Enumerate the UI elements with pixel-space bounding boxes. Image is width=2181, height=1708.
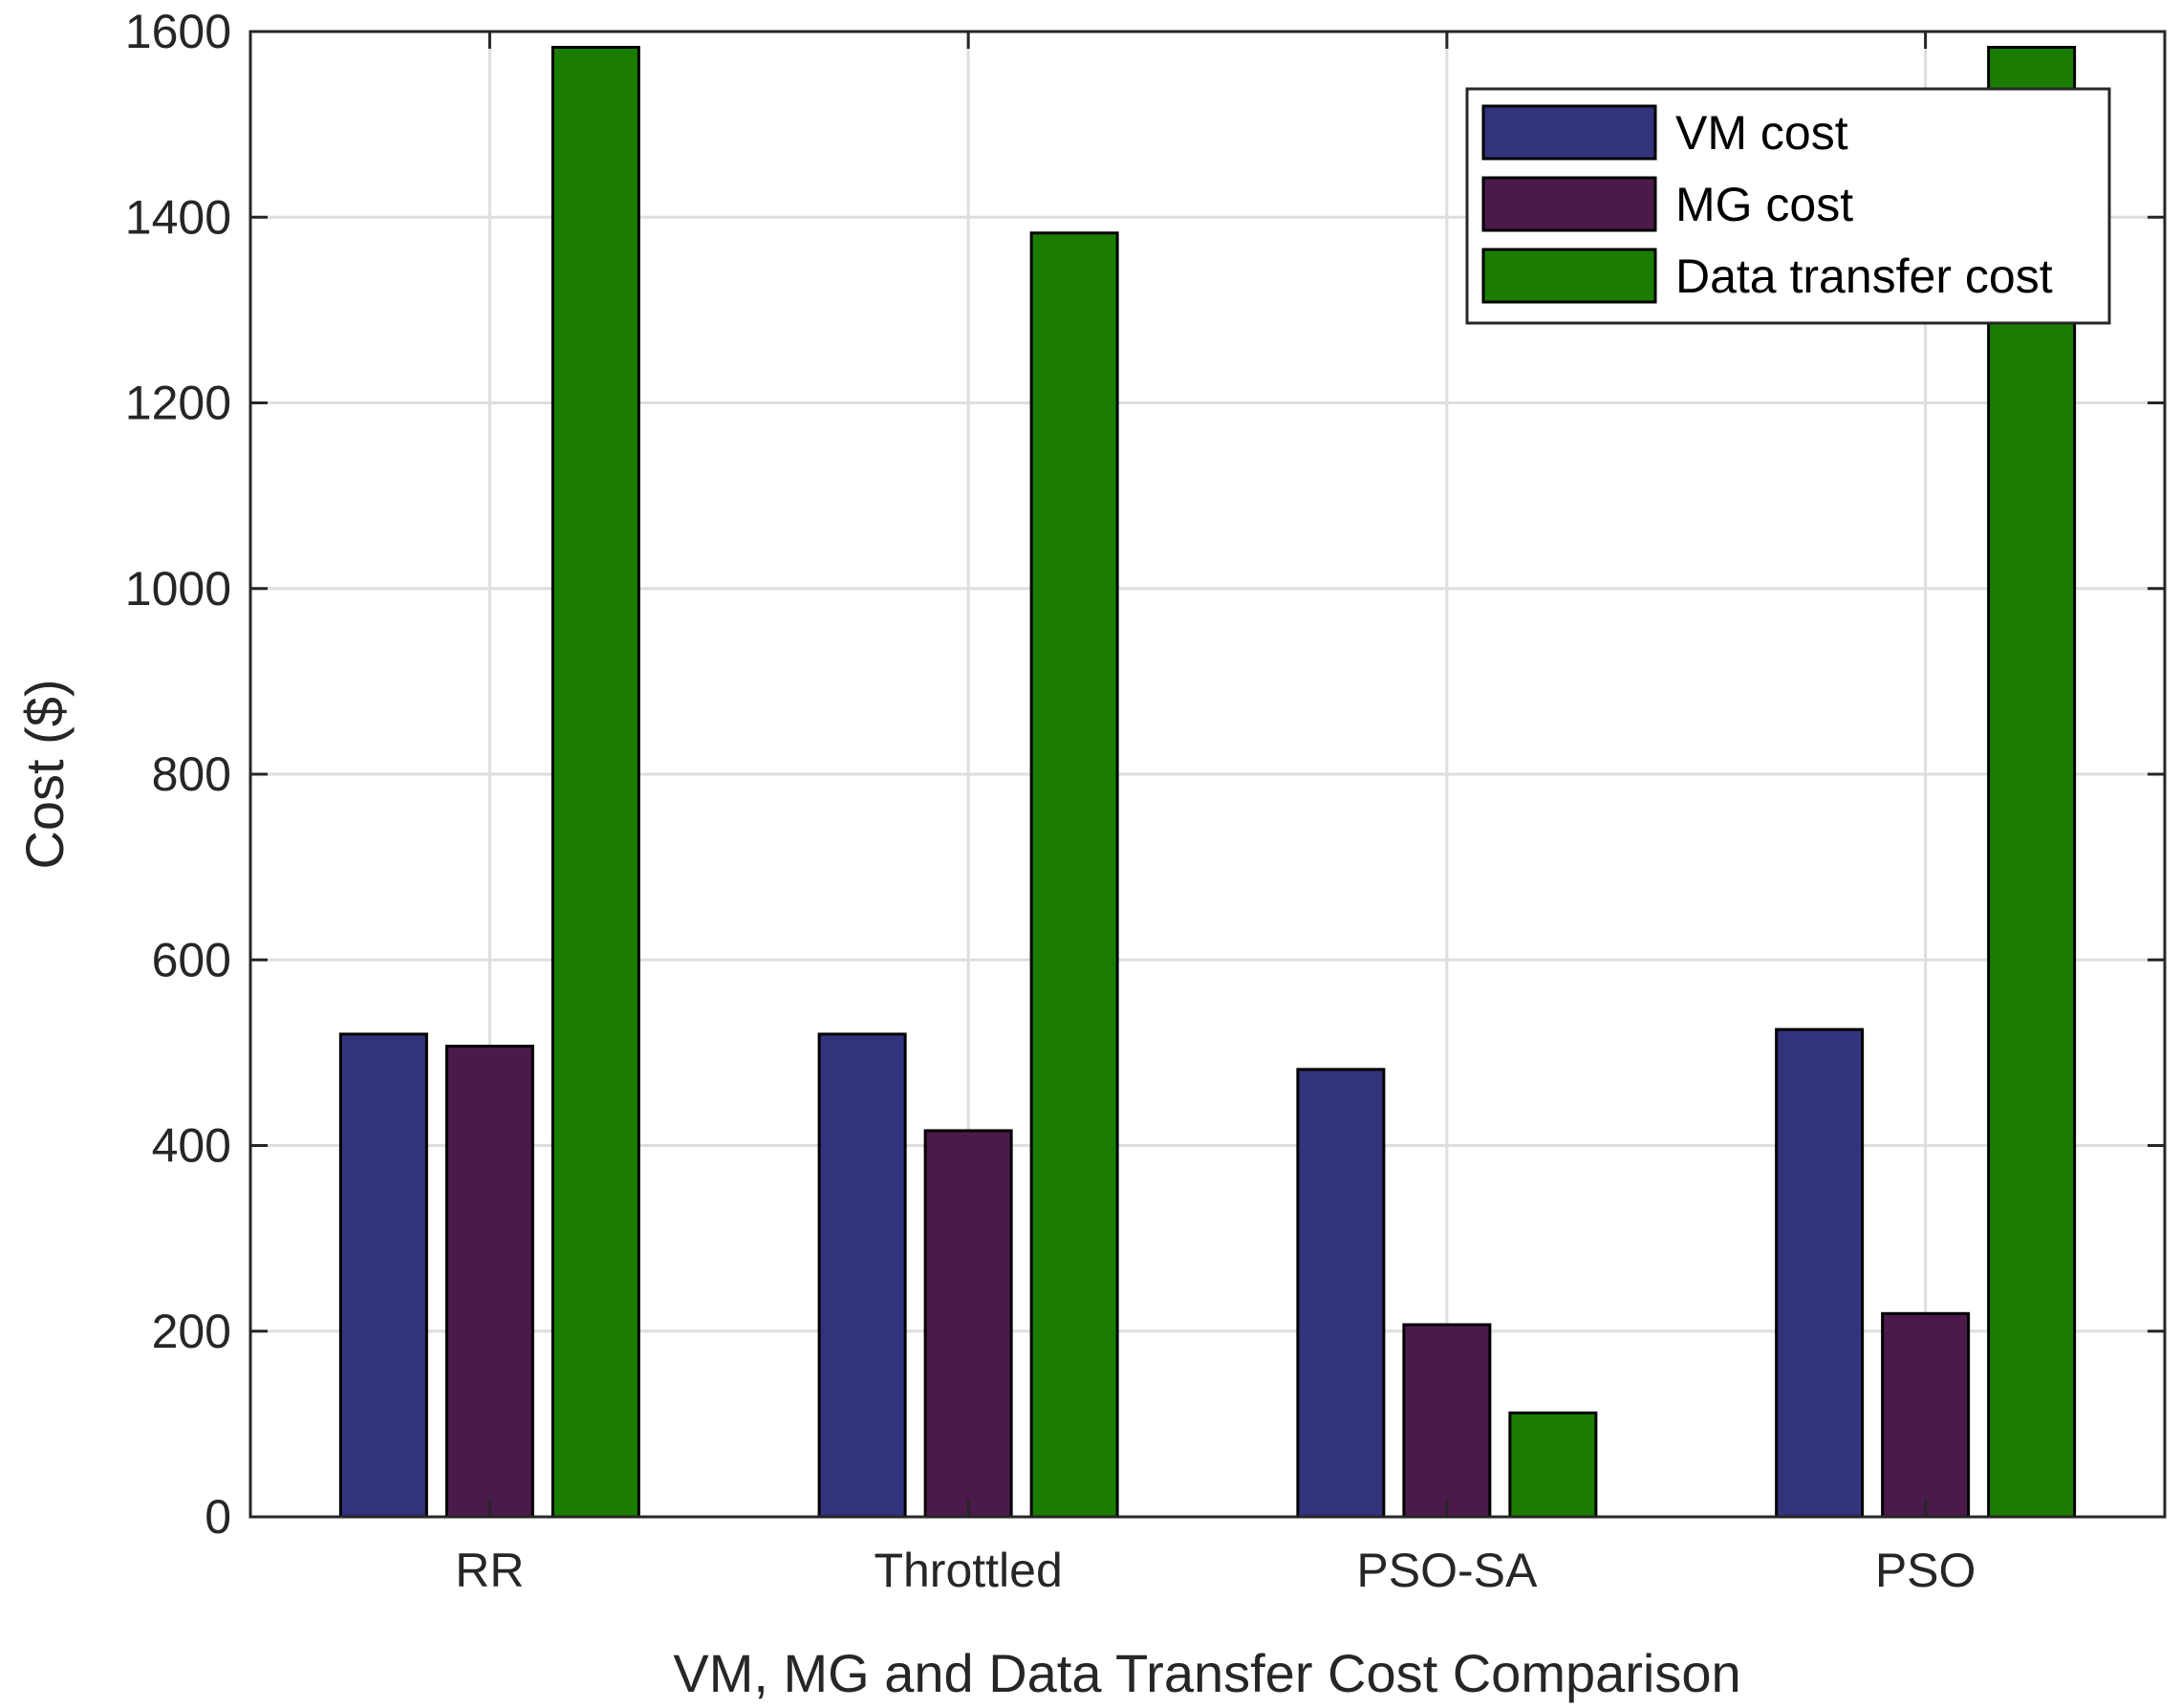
x-axis-label: VM, MG and Data Transfer Cost Comparison bbox=[673, 1643, 1740, 1703]
y-tick-label: 1600 bbox=[125, 5, 231, 58]
bar-data-transfer-cost-rr bbox=[551, 46, 640, 1519]
x-tick-label: PSO bbox=[1875, 1544, 1976, 1597]
y-axis-label: Cost ($) bbox=[14, 679, 75, 869]
legend-label: VM cost bbox=[1675, 106, 1848, 160]
y-tick-label: 800 bbox=[152, 747, 231, 801]
bar-vm-cost-throttled bbox=[817, 1032, 907, 1519]
y-tick-label: 0 bbox=[205, 1490, 231, 1544]
tick-marks bbox=[250, 30, 2165, 1519]
legend: VM cost MG cost Data transfer cost bbox=[1465, 87, 2111, 325]
bars bbox=[338, 46, 2077, 1519]
bar-mg-cost-throttled bbox=[923, 1129, 1013, 1519]
y-tick-label: 1000 bbox=[125, 562, 231, 616]
y-tick-label: 1400 bbox=[125, 190, 231, 244]
bar-data-transfer-cost-pso-sa bbox=[1508, 1411, 1598, 1519]
bar-vm-cost-pso bbox=[1775, 1027, 1865, 1519]
y-tick-labels: 0 200 400 600 800 1000 1200 1400 1600 bbox=[125, 5, 231, 1544]
bar-mg-cost-pso-sa bbox=[1402, 1323, 1492, 1519]
bar-mg-cost-pso bbox=[1881, 1311, 1971, 1519]
legend-label: Data transfer cost bbox=[1675, 249, 2053, 303]
legend-swatch bbox=[1481, 248, 1657, 304]
legend-label: MG cost bbox=[1675, 178, 1853, 231]
x-tick-labels: RR Throttled PSO-SA PSO bbox=[455, 1544, 1976, 1597]
x-tick-label: PSO-SA bbox=[1356, 1544, 1538, 1597]
y-tick-label: 200 bbox=[152, 1305, 231, 1358]
bar-data-transfer-cost-throttled bbox=[1029, 231, 1119, 1519]
bar-vm-cost-rr bbox=[338, 1032, 428, 1519]
y-tick-label: 600 bbox=[152, 933, 231, 986]
y-tick-label: 400 bbox=[152, 1119, 231, 1173]
legend-swatch bbox=[1481, 176, 1657, 232]
y-tick-label: 1200 bbox=[125, 377, 231, 430]
x-tick-label: Throttled bbox=[874, 1544, 1062, 1597]
bar-vm-cost-pso-sa bbox=[1296, 1068, 1386, 1519]
bar-mg-cost-rr bbox=[444, 1045, 534, 1519]
x-tick-label: RR bbox=[455, 1544, 524, 1597]
legend-swatch bbox=[1481, 104, 1657, 161]
